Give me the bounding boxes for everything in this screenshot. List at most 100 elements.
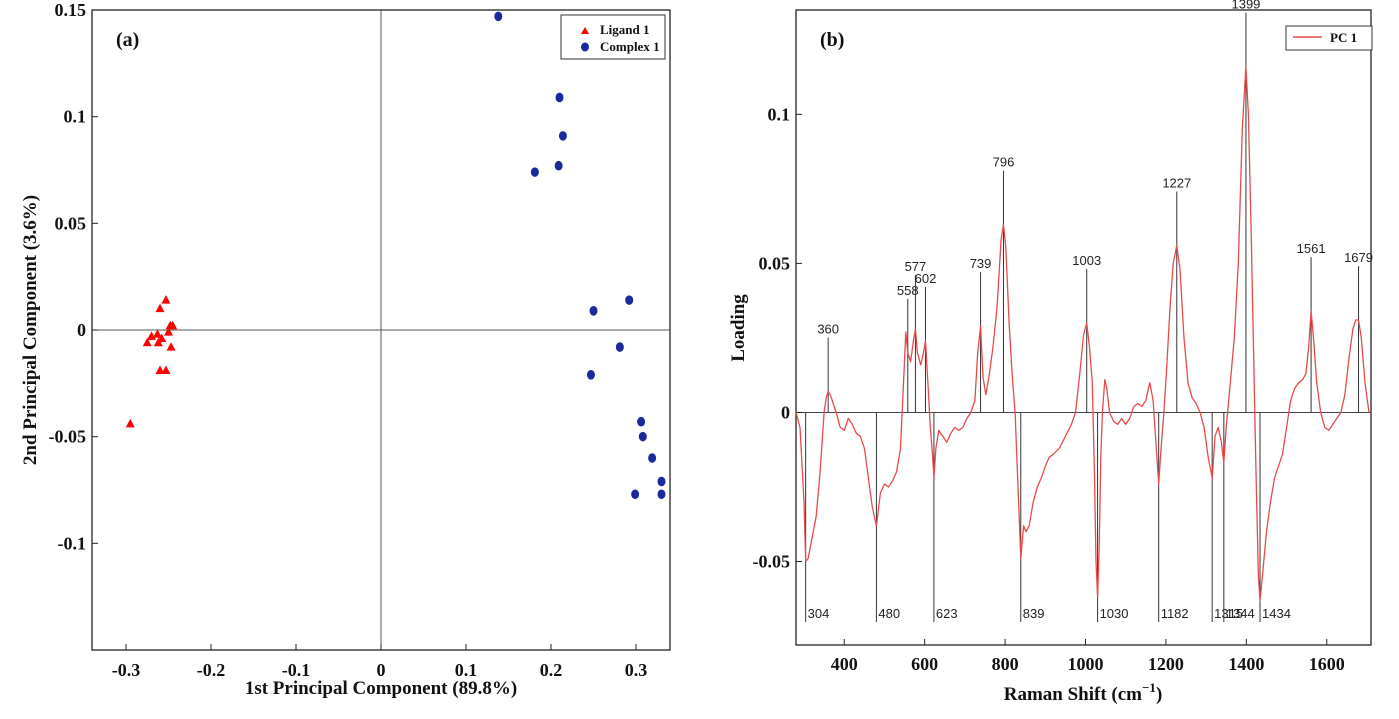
ligand-point xyxy=(168,320,178,330)
panel-a-x-tick-label: 0 xyxy=(377,660,386,680)
complex-point xyxy=(631,489,640,500)
panel-b-y-tick-label: 0.1 xyxy=(768,104,791,124)
peak-label: 1315 xyxy=(1214,606,1243,621)
ligand-point xyxy=(147,331,156,340)
panel-a-ticks: -0.3 -0.2 -0.1 0 0.1 0.2 0.3 -0.1 -0.05 0 0.05 0.1 0… xyxy=(49,0,648,680)
panel-a-x-tick-label: 0.3 xyxy=(625,660,648,680)
panel-a-pca-scatter: -0.3 -0.2 -0.1 0 0.1 0.2 0.3 -0.1 -0.05 0 0.05 0.1 0… xyxy=(20,0,671,699)
ligand-point xyxy=(157,333,167,343)
complex-point xyxy=(586,370,595,380)
complex-point xyxy=(530,167,539,177)
panel-a-x-tick-label: 0.2 xyxy=(540,660,563,680)
peak-label: 1003 xyxy=(1072,253,1101,268)
ligand-point xyxy=(152,329,162,338)
panel-b-y-tick-label: -0.05 xyxy=(753,552,791,572)
ligand-point xyxy=(142,337,152,347)
panel-b-label: (b) xyxy=(820,29,844,51)
peak-label: 480 xyxy=(878,606,900,621)
panel-b-x-tick-label: 1000 xyxy=(1068,654,1104,674)
panel-b-ticks: 400 600 800 1000 1200 1400 1600 -0.05 0 0.05 0.1 xyxy=(753,104,1345,674)
panel-a-points xyxy=(125,11,666,500)
complex-point xyxy=(589,306,598,316)
peak-label: 1679 xyxy=(1344,250,1373,265)
panel-a-legend: Ligand 1 Complex 1 xyxy=(560,14,666,60)
legend-ligand-label: Ligand 1 xyxy=(600,22,650,37)
peak-label: 1344 xyxy=(1226,606,1255,621)
ligand-point xyxy=(166,342,176,351)
ligand-point xyxy=(155,303,165,313)
peak-label: 577 xyxy=(905,259,927,274)
panel-a-y-tick-label: 0.1 xyxy=(64,107,87,127)
panel-b-x-axis-title-sup: −1 xyxy=(1142,680,1156,695)
ligand-point xyxy=(155,365,165,375)
panel-a-y-tick-label: 0.05 xyxy=(55,213,87,233)
peak-label: 839 xyxy=(1023,606,1045,621)
complex-point xyxy=(615,342,624,352)
legend-complex-label: Complex 1 xyxy=(600,39,660,54)
panel-b-x-tick-label: 600 xyxy=(911,654,938,674)
legend-pc1-label: PC 1 xyxy=(1330,30,1357,45)
complex-point xyxy=(657,489,666,500)
panel-b-y-axis-title: Loading xyxy=(728,294,749,362)
panel-b-x-axis-title-main: Raman Shift (cm xyxy=(1004,684,1142,705)
pc1-loading-line xyxy=(795,65,1370,601)
complex-point xyxy=(554,160,563,171)
panel-a-y-axis-title: 2nd Principal Component (3.6%) xyxy=(20,195,41,465)
ligand-point xyxy=(125,418,135,428)
panel-b-y-tick-label: 0 xyxy=(781,402,790,422)
peak-label: 1227 xyxy=(1162,176,1191,191)
panel-b-legend: PC 1 xyxy=(1285,25,1373,51)
peak-label: 360 xyxy=(817,322,839,337)
panel-b-x-tick-label: 800 xyxy=(992,654,1019,674)
panel-b-series xyxy=(795,65,1370,601)
peak-label: 1434 xyxy=(1262,606,1291,621)
panel-a-y-tick-label: 0 xyxy=(77,320,86,340)
complex-point xyxy=(638,431,647,442)
panel-a-legend-box xyxy=(560,14,666,60)
panel-b-raman-loading: 400 600 800 1000 1200 1400 1600 -0.05 0 0.05 0.1 3… xyxy=(728,0,1373,705)
peak-label: 796 xyxy=(993,155,1015,170)
panel-b-legend-box xyxy=(1285,25,1373,51)
peak-label: 1030 xyxy=(1100,606,1129,621)
panel-a-x-tick-label: -0.2 xyxy=(197,660,226,680)
panel-b-x-tick-label: 1200 xyxy=(1148,654,1184,674)
complex-point xyxy=(625,295,634,305)
panel-b-x-tick-label: 1600 xyxy=(1309,654,1345,674)
peak-label: 1182 xyxy=(1161,606,1189,621)
legend-ligand-marker xyxy=(581,27,589,34)
panel-a-x-axis-title: 1st Principal Component (89.8%) xyxy=(245,678,517,699)
complex-point xyxy=(657,476,666,487)
legend-complex-marker xyxy=(581,42,589,52)
ligand-point xyxy=(161,365,171,375)
panel-b-x-axis-title: Raman Shift (cm−1) xyxy=(1004,680,1163,705)
panel-a-y-tick-label: 0.15 xyxy=(55,0,87,20)
panel-b-frame xyxy=(795,9,1372,646)
panel-b-y-tick-label: 0.05 xyxy=(759,253,791,273)
panel-b-x-tick-label: 400 xyxy=(831,654,858,674)
ligand-point xyxy=(153,337,163,347)
panel-b-x-tick-label: 1400 xyxy=(1228,654,1264,674)
panel-b-x-axis-title-close: ) xyxy=(1156,684,1162,705)
complex-point xyxy=(648,453,657,463)
panel-a-label: (a) xyxy=(116,29,139,51)
ligand-point xyxy=(161,295,171,304)
peak-label: 304 xyxy=(808,606,830,621)
ligand-point xyxy=(164,327,173,336)
panel-a-x-tick-label: -0.1 xyxy=(282,660,311,680)
peak-label: 602 xyxy=(915,271,937,286)
panel-a-zero-lines xyxy=(92,10,670,650)
peak-label: 558 xyxy=(897,283,919,298)
complex-point xyxy=(558,131,567,141)
complex-point xyxy=(494,11,503,22)
peak-label: 623 xyxy=(936,606,958,621)
complex-point xyxy=(637,416,646,427)
peak-label: 1399 xyxy=(1231,0,1260,12)
panel-a-x-tick-label: -0.3 xyxy=(112,660,141,680)
panel-a-x-tick-label: 0.1 xyxy=(455,660,478,680)
peak-label: 1561 xyxy=(1297,241,1326,256)
panel-a-y-tick-label: -0.05 xyxy=(49,427,87,447)
complex-point xyxy=(555,92,564,103)
peak-label: 739 xyxy=(970,256,992,271)
